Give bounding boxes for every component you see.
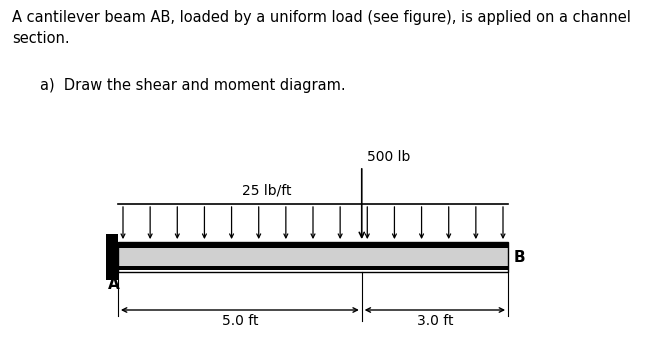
Bar: [118, 266, 508, 270]
Text: a)  Draw the shear and moment diagram.: a) Draw the shear and moment diagram.: [40, 78, 346, 93]
Text: 500 lb: 500 lb: [367, 150, 410, 164]
Text: 25 lb/ft: 25 lb/ft: [242, 184, 292, 198]
Text: 3.0 ft: 3.0 ft: [417, 314, 453, 328]
Bar: [118, 242, 508, 272]
Text: B: B: [514, 249, 526, 265]
Text: A: A: [108, 277, 120, 292]
Bar: [118, 248, 508, 266]
Text: 5.0 ft: 5.0 ft: [222, 314, 258, 328]
Text: A cantilever beam AB, loaded by a uniform load (see figure), is applied on a cha: A cantilever beam AB, loaded by a unifor…: [12, 10, 631, 46]
Bar: [118, 242, 508, 248]
Bar: [106, 234, 118, 280]
